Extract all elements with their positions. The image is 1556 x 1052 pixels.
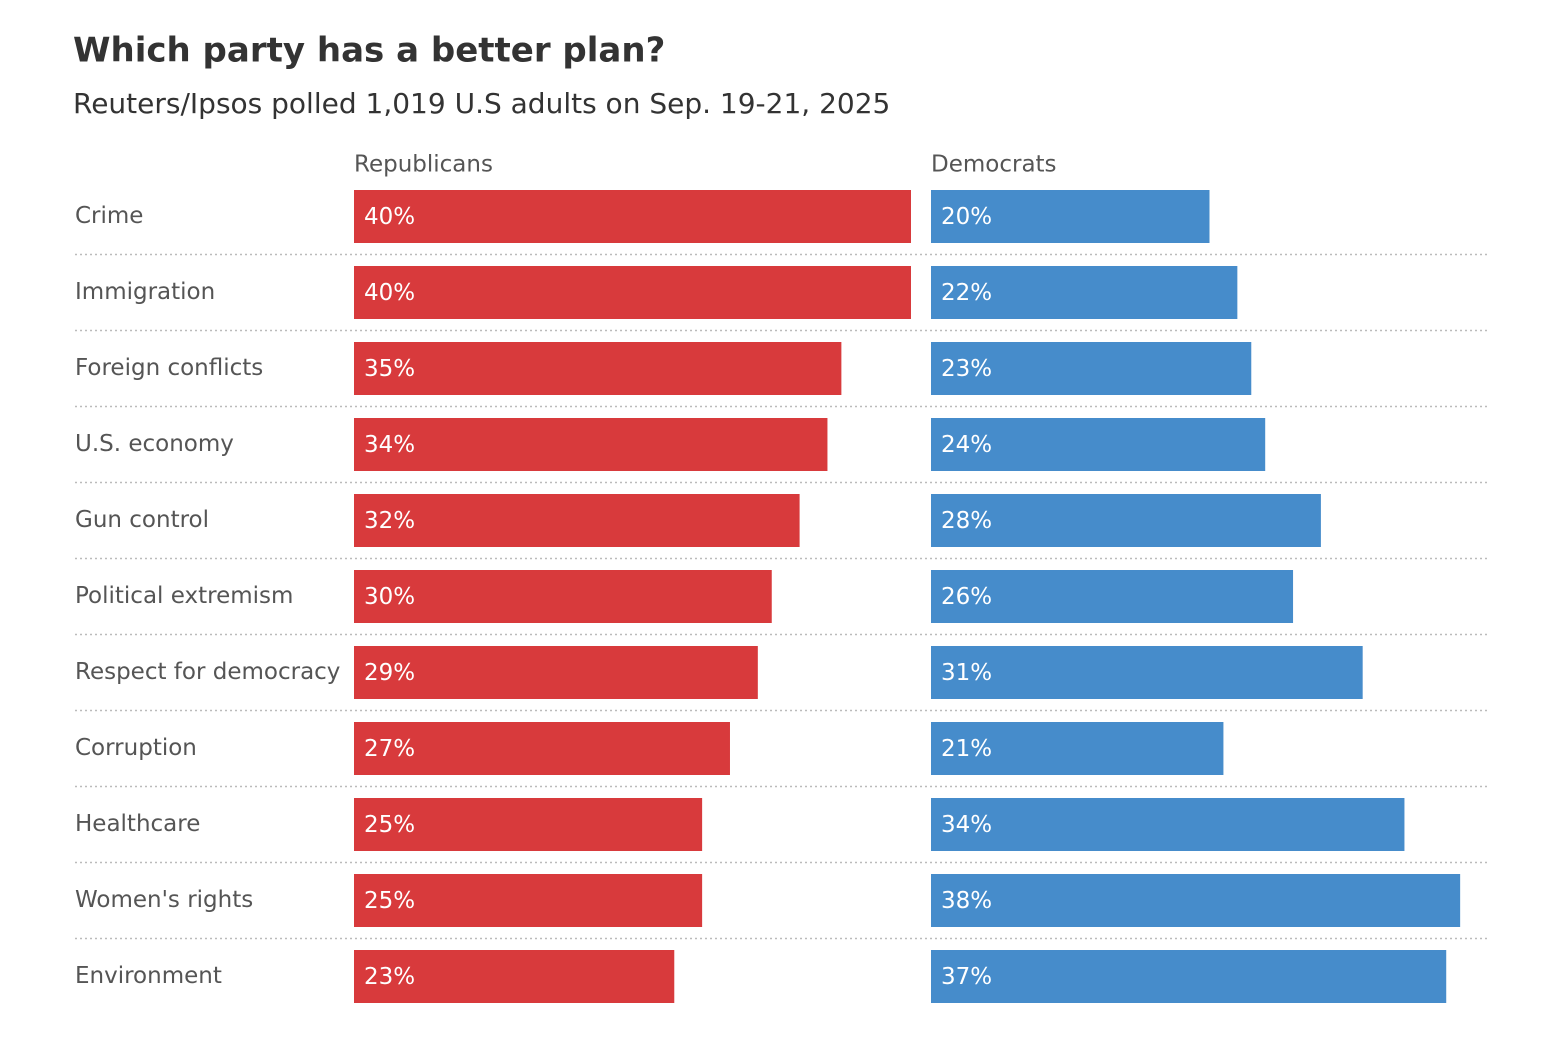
category-label: Foreign conflicts: [75, 355, 263, 381]
category-label: Respect for democracy: [75, 659, 340, 685]
bar: [931, 950, 1447, 1003]
category-label: Women's rights: [75, 887, 253, 913]
bar: [931, 874, 1461, 927]
bar: [931, 418, 1266, 471]
category-label: Environment: [75, 963, 222, 989]
category-label: Corruption: [75, 735, 197, 761]
bar: [354, 190, 911, 243]
value-label: 31%: [941, 660, 992, 686]
chart-subtitle: Reuters/Ipsos polled 1,019 U.S adults on…: [73, 87, 890, 120]
category-label: Political extremism: [75, 583, 293, 609]
value-label: 35%: [364, 356, 415, 382]
bar: [931, 342, 1252, 395]
bar: [354, 494, 800, 547]
value-label: 28%: [941, 508, 992, 534]
category-label: U.S. economy: [75, 431, 234, 457]
bar: [354, 874, 703, 927]
value-label: 22%: [941, 280, 992, 306]
bar: [354, 418, 828, 471]
category-label: Healthcare: [75, 811, 200, 837]
value-label: 37%: [941, 964, 992, 990]
bar: [354, 950, 675, 1003]
value-label: 34%: [941, 812, 992, 838]
value-label: 21%: [941, 736, 992, 762]
bar: [931, 798, 1405, 851]
bar: [354, 722, 730, 775]
bar: [354, 342, 842, 395]
value-label: 32%: [364, 508, 415, 534]
value-label: 25%: [364, 888, 415, 914]
value-label: 26%: [941, 584, 992, 610]
bar: [931, 722, 1224, 775]
value-label: 27%: [364, 736, 415, 762]
chart-title: Which party has a better plan?: [73, 31, 665, 71]
bar: [354, 646, 758, 699]
value-label: 20%: [941, 204, 992, 230]
bar: [931, 646, 1363, 699]
value-label: 40%: [364, 204, 415, 230]
value-label: 23%: [364, 964, 415, 990]
value-label: 23%: [941, 356, 992, 382]
value-label: 24%: [941, 432, 992, 458]
bar: [354, 570, 772, 623]
bar: [931, 494, 1321, 547]
value-label: 25%: [364, 812, 415, 838]
category-label: Gun control: [75, 507, 209, 533]
series-label: Republicans: [354, 152, 493, 178]
value-label: 29%: [364, 660, 415, 686]
bar: [354, 798, 703, 851]
category-label: Crime: [75, 203, 143, 229]
series-label: Democrats: [931, 152, 1057, 178]
value-label: 38%: [941, 888, 992, 914]
value-label: 34%: [364, 432, 415, 458]
bar: [931, 570, 1294, 623]
value-label: 40%: [364, 280, 415, 306]
bar: [354, 266, 911, 319]
category-label: Immigration: [75, 279, 215, 305]
bar: [931, 190, 1210, 243]
bar: [931, 266, 1238, 319]
value-label: 30%: [364, 584, 415, 610]
